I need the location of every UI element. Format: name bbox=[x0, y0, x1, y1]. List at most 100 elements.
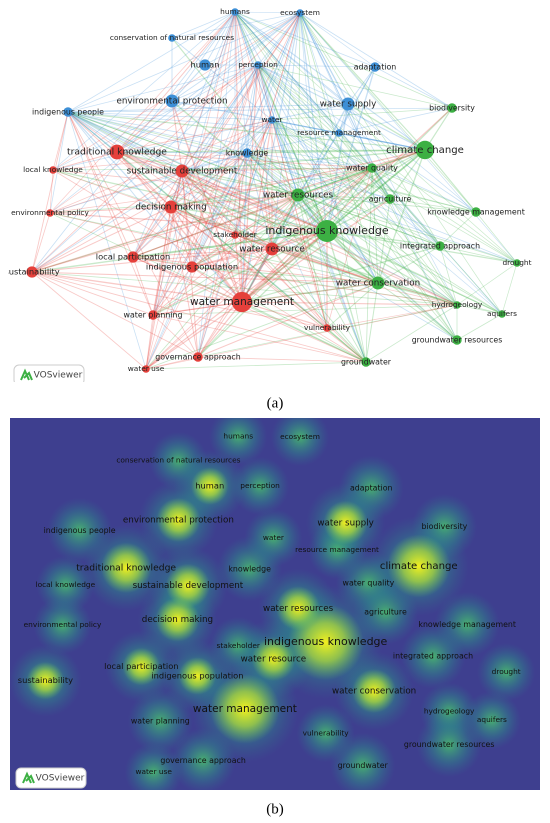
edge bbox=[67, 64, 259, 113]
edge bbox=[170, 12, 301, 208]
edge bbox=[271, 107, 453, 121]
edge bbox=[171, 100, 243, 303]
node-label: stakeholder bbox=[213, 230, 257, 239]
node bbox=[231, 8, 239, 16]
edge bbox=[31, 271, 199, 358]
edge bbox=[271, 119, 426, 151]
edge bbox=[152, 167, 373, 316]
edge bbox=[31, 111, 69, 273]
node-label: ecosystem bbox=[280, 432, 320, 441]
edge bbox=[145, 119, 273, 370]
node bbox=[109, 144, 125, 160]
edge bbox=[116, 151, 458, 306]
density-core bbox=[122, 647, 161, 686]
edge bbox=[234, 11, 340, 134]
edge bbox=[347, 66, 376, 105]
density-core bbox=[190, 467, 229, 505]
edge bbox=[152, 266, 193, 316]
edge bbox=[377, 282, 503, 315]
edge bbox=[299, 12, 518, 264]
edge bbox=[257, 64, 367, 363]
edge bbox=[326, 167, 373, 329]
edge bbox=[197, 152, 248, 358]
edge bbox=[197, 167, 373, 358]
edge bbox=[234, 234, 273, 250]
node-label: water conservation bbox=[336, 279, 420, 289]
edge bbox=[241, 64, 259, 303]
edge bbox=[191, 167, 373, 268]
logo-text: VOSviewer bbox=[34, 371, 83, 381]
node bbox=[231, 231, 239, 239]
node-label: indigenous people bbox=[44, 526, 116, 535]
edge bbox=[116, 151, 248, 154]
edge bbox=[271, 119, 328, 232]
edge bbox=[371, 167, 441, 247]
edge bbox=[31, 119, 273, 273]
edge bbox=[241, 119, 273, 303]
edge bbox=[501, 262, 518, 315]
edge bbox=[49, 167, 373, 214]
edge bbox=[49, 212, 379, 284]
caption: (a) bbox=[267, 395, 284, 411]
edge bbox=[67, 111, 236, 236]
node-label: decision making bbox=[142, 615, 213, 625]
edge bbox=[31, 167, 373, 273]
edge bbox=[31, 64, 259, 273]
node bbox=[296, 9, 304, 17]
edge bbox=[171, 11, 236, 39]
edge bbox=[116, 100, 173, 153]
edge bbox=[145, 206, 172, 370]
edge bbox=[181, 152, 248, 172]
edge bbox=[297, 194, 458, 341]
node-label: environmental protection bbox=[123, 515, 234, 525]
node-label: groundwater bbox=[338, 761, 389, 770]
edge bbox=[132, 256, 243, 303]
node-label: local participation bbox=[104, 661, 178, 671]
edge bbox=[152, 194, 299, 316]
edge bbox=[67, 111, 477, 213]
edge bbox=[132, 248, 273, 258]
node bbox=[231, 291, 253, 313]
edge bbox=[439, 245, 458, 306]
edge bbox=[52, 11, 236, 171]
edge bbox=[132, 256, 379, 284]
edge bbox=[241, 301, 367, 363]
node-label: stakeholder bbox=[217, 641, 261, 650]
edge bbox=[365, 167, 373, 363]
edge bbox=[326, 230, 367, 363]
edge bbox=[297, 194, 379, 284]
node bbox=[371, 276, 385, 290]
edge bbox=[271, 103, 349, 121]
edge bbox=[241, 245, 441, 303]
edge bbox=[389, 198, 477, 213]
edge bbox=[197, 11, 236, 358]
node-label: environmental policy bbox=[11, 208, 89, 217]
edge bbox=[297, 194, 458, 306]
edge bbox=[326, 103, 349, 232]
edge bbox=[234, 11, 259, 66]
edge bbox=[299, 12, 453, 109]
node-label: knowledge bbox=[228, 564, 271, 573]
edge bbox=[297, 167, 373, 196]
network-panel: humans ecosystem conservation of natural r… bbox=[8, 7, 532, 382]
edge bbox=[67, 111, 154, 316]
node bbox=[498, 310, 506, 318]
node bbox=[242, 148, 252, 158]
node-label: water quality bbox=[346, 164, 398, 173]
density-blob bbox=[271, 418, 329, 467]
edge bbox=[246, 152, 458, 306]
edge bbox=[52, 119, 273, 171]
node-label: aquifers bbox=[487, 309, 517, 318]
edge bbox=[67, 111, 458, 341]
edge bbox=[31, 271, 154, 316]
edge bbox=[246, 152, 379, 284]
density-blob bbox=[217, 536, 283, 602]
edge bbox=[152, 304, 458, 316]
edge bbox=[246, 152, 518, 264]
edge bbox=[326, 198, 391, 232]
edge bbox=[204, 11, 236, 66]
node bbox=[471, 207, 481, 217]
edge bbox=[299, 12, 376, 68]
edge bbox=[234, 234, 367, 363]
edge bbox=[67, 111, 147, 370]
